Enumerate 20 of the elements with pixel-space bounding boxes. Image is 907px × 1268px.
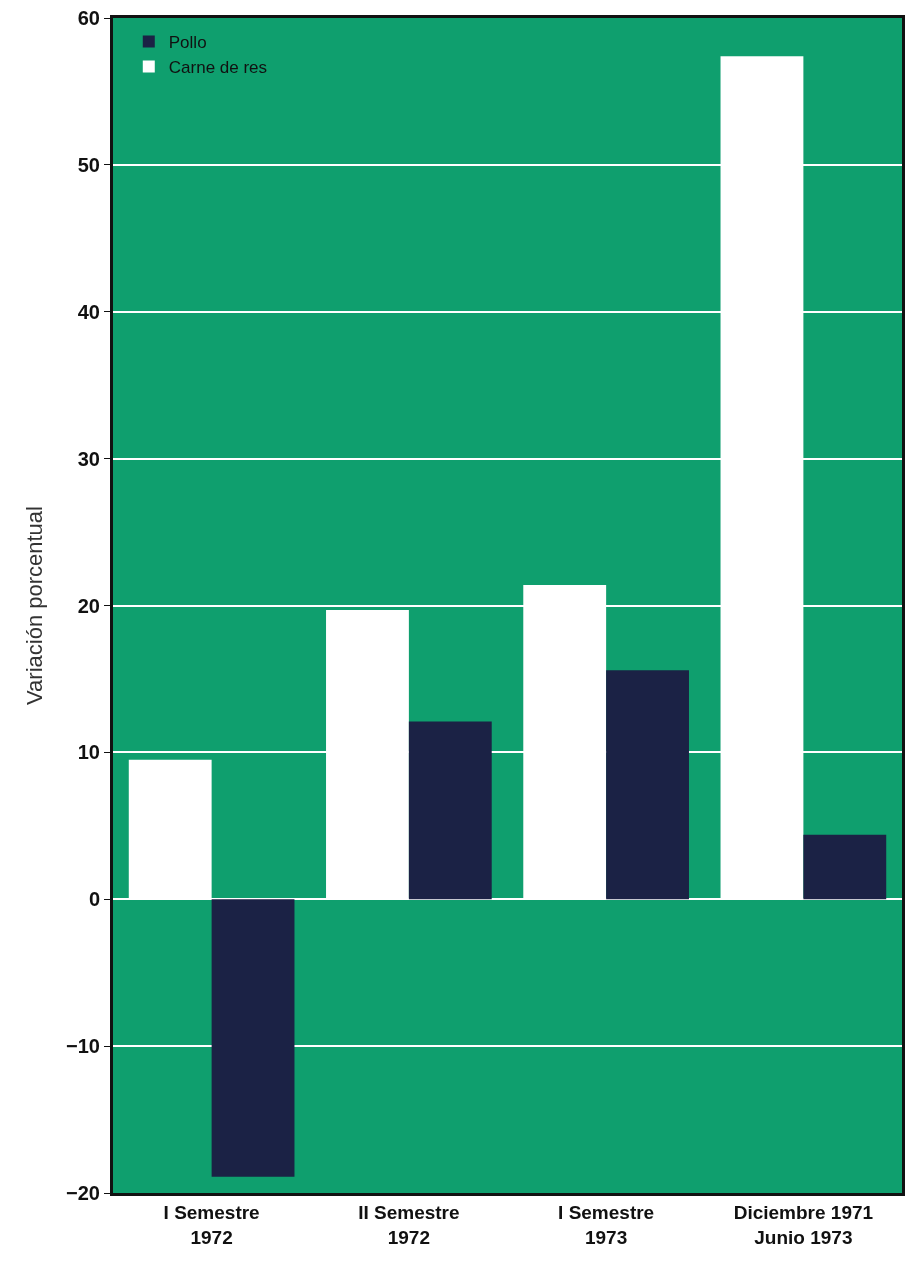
y-axis-title: Variación porcentual: [21, 506, 47, 705]
x-tick-label: Diciembre 1971 Junio 1973: [733, 1201, 874, 1248]
bar: [803, 834, 887, 900]
x-tick-label: I Semestre 1972: [163, 1201, 260, 1248]
y-tick-label: 30: [77, 447, 100, 470]
legend-label: Pollo: [168, 33, 207, 53]
y-tick-label: 60: [77, 7, 100, 29]
y-tick-label: −20: [66, 1182, 100, 1204]
legend-label: Carne de res: [168, 58, 268, 78]
x-tick-label: II Semestre 1972: [358, 1201, 460, 1248]
y-tick-label: 40: [77, 300, 100, 323]
bar: [211, 899, 295, 1177]
y-tick-label: 0: [88, 888, 100, 911]
x-tick-label: I Semestre 1973: [558, 1201, 655, 1248]
y-tick-label: 50: [77, 153, 100, 176]
bar: [606, 670, 689, 900]
y-tick-label: −10: [66, 1035, 100, 1058]
y-tick-label: 10: [77, 741, 100, 764]
bar: [408, 721, 492, 900]
y-tick-label: 20: [77, 594, 100, 617]
